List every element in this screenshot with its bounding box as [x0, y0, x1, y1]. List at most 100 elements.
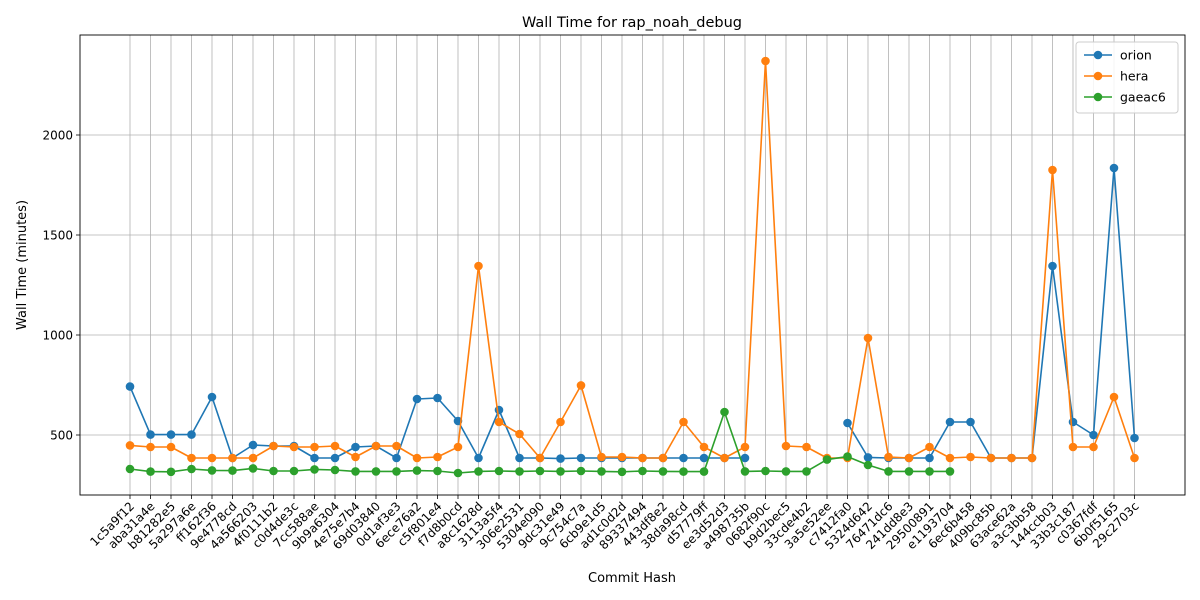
data-point-orion: [843, 418, 852, 428]
data-point-gaeac6: [228, 466, 237, 475]
data-point-gaeac6: [597, 467, 606, 476]
data-point-gaeac6: [945, 467, 955, 476]
y-axis-ticks: 500 1000 1500 2000: [42, 129, 80, 443]
data-point-hera: [781, 441, 791, 451]
data-point-gaeac6: [371, 467, 381, 476]
data-point-hera: [597, 452, 606, 462]
data-point-hera: [679, 417, 688, 427]
data-point-gaeac6: [925, 467, 934, 476]
data-point-orion: [966, 417, 975, 427]
data-point-orion: [310, 453, 319, 463]
data-point-hera: [474, 261, 483, 271]
legend-marker-gaeac6: [1093, 92, 1103, 102]
data-point-hera: [638, 453, 647, 463]
data-point-gaeac6: [207, 466, 217, 475]
data-point-hera: [187, 453, 196, 463]
data-point-hera: [1109, 392, 1119, 402]
data-point-hera: [371, 441, 381, 451]
data-point-hera: [166, 442, 176, 452]
data-point-gaeac6: [289, 466, 299, 476]
data-point-hera: [1027, 453, 1037, 463]
data-point-orion: [166, 430, 176, 439]
data-point-hera: [269, 441, 278, 451]
data-point-hera: [1068, 442, 1078, 452]
data-point-hera: [392, 441, 401, 451]
data-point-orion: [474, 453, 483, 463]
data-point-gaeac6: [576, 466, 586, 476]
legend-marker-hera: [1093, 71, 1103, 81]
data-point-gaeac6: [556, 467, 565, 476]
data-point-gaeac6: [494, 466, 504, 476]
data-point-gaeac6: [535, 466, 545, 476]
data-point-gaeac6: [269, 466, 278, 476]
y-tick-label: 1000: [42, 329, 73, 343]
data-point-gaeac6: [740, 467, 750, 476]
legend-label-orion: orion: [1120, 48, 1152, 63]
data-point-hera: [658, 453, 668, 463]
data-point-gaeac6: [802, 467, 811, 476]
data-point-hera: [556, 417, 565, 427]
data-point-orion: [925, 453, 934, 463]
data-point-hera: [945, 453, 955, 463]
data-point-gaeac6: [330, 465, 340, 475]
data-point-hera: [802, 442, 811, 452]
legend: orion hera gaeac6: [1075, 41, 1179, 114]
legend-label-hera: hera: [1120, 69, 1148, 84]
data-point-gaeac6: [515, 467, 524, 476]
data-point-orion: [248, 440, 258, 450]
data-point-orion: [433, 393, 442, 403]
data-point-hera: [351, 452, 360, 462]
data-point-hera: [740, 442, 750, 452]
data-point-orion: [494, 405, 504, 415]
data-point-hera: [433, 452, 442, 462]
data-point-orion: [1068, 417, 1078, 427]
plot-frame: [79, 34, 1186, 496]
data-point-gaeac6: [863, 460, 873, 470]
data-point-gaeac6: [843, 452, 852, 461]
y-axis-label: Wall Time (minutes): [15, 200, 30, 330]
data-point-hera: [884, 452, 893, 462]
legend-label-gaeac6: gaeac6: [1120, 90, 1166, 105]
data-point-orion: [207, 392, 217, 402]
data-point-gaeac6: [351, 467, 360, 476]
data-point-orion: [863, 453, 873, 462]
data-point-orion: [125, 382, 135, 391]
data-point-gaeac6: [433, 466, 442, 476]
data-point-gaeac6: [474, 467, 483, 476]
data-point-hera: [761, 56, 770, 66]
data-point-orion: [740, 453, 750, 463]
data-point-hera: [863, 333, 873, 343]
data-point-hera: [925, 442, 934, 452]
data-point-hera: [1130, 453, 1139, 463]
data-point-hera: [1048, 165, 1057, 175]
data-point-orion: [146, 430, 155, 439]
data-point-gaeac6: [187, 464, 196, 474]
data-point-hera: [699, 442, 709, 452]
data-point-orion: [1130, 433, 1139, 443]
data-point-orion: [699, 453, 709, 463]
grid-lines: [80, 35, 1185, 495]
data-point-hera: [248, 453, 258, 463]
data-point-hera: [986, 453, 996, 463]
x-axis-label: Commit Hash: [588, 571, 676, 586]
data-point-hera: [966, 452, 975, 462]
data-point-hera: [617, 452, 627, 462]
data-point-orion: [576, 453, 586, 463]
data-point-orion: [187, 430, 196, 439]
series-line-hera: [129, 60, 1136, 459]
data-point-orion: [556, 454, 565, 463]
data-point-hera: [146, 442, 155, 452]
data-point-orion: [515, 453, 524, 463]
data-point-gaeac6: [638, 466, 647, 476]
data-point-hera: [515, 429, 524, 439]
chart-title: Wall Time for rap_noah_debug: [522, 15, 742, 31]
data-point-hera: [310, 442, 319, 452]
data-point-gaeac6: [761, 466, 770, 476]
y-tick-label: 500: [50, 429, 73, 443]
data-point-hera: [1089, 442, 1098, 452]
series-line-orion: [129, 167, 1136, 460]
data-point-hera: [207, 453, 217, 463]
data-point-orion: [351, 442, 360, 452]
data-point-orion: [1089, 430, 1098, 440]
